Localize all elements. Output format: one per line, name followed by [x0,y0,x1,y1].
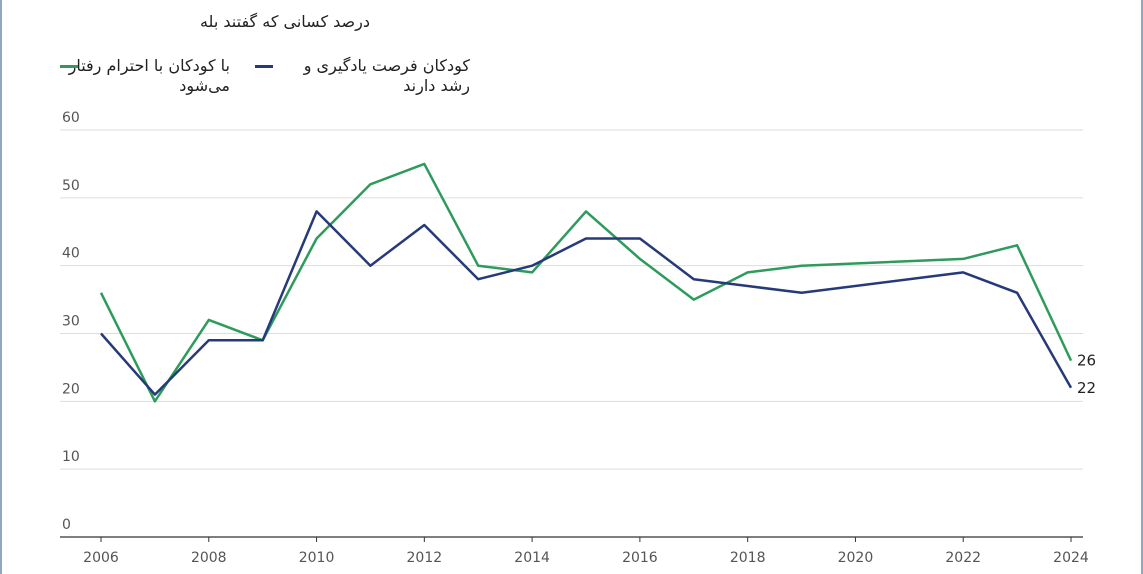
end-label: 22 [1077,379,1096,397]
chart-title: درصد کسانی که گفتند بله [199,12,370,31]
x-tick-label: 2006 [83,550,119,566]
x-tick-label: 2010 [299,550,335,566]
x-tick-label: 2016 [622,550,658,566]
legend-label: کودکان فرصت یادگیری و رشد دارند [303,56,470,95]
x-tick-label: 2022 [945,550,981,566]
x-tick-label: 2008 [191,550,227,566]
x-tick-label: 2012 [407,550,443,566]
legend-swatch [255,65,273,68]
x-tick-label: 2014 [514,550,550,566]
series-line [100,210,1073,396]
x-tick-label: 2024 [1053,550,1089,566]
y-tick-label: 20 [62,381,80,397]
legend-label: با کودکان با احترام رفتار می‌شود [68,56,230,95]
y-tick-label: 0 [62,517,71,533]
legend-swatch [60,65,78,68]
series-line [99,162,1073,403]
x-tick-label: 2018 [730,550,766,566]
y-tick-label: 10 [62,449,80,465]
x-tick-label: 2020 [838,550,874,566]
y-tick-label: 30 [62,314,80,330]
end-label: 26 [1077,352,1096,370]
y-tick-label: 40 [62,246,80,262]
y-tick-label: 60 [62,110,80,126]
y-tick-label: 50 [62,178,80,194]
